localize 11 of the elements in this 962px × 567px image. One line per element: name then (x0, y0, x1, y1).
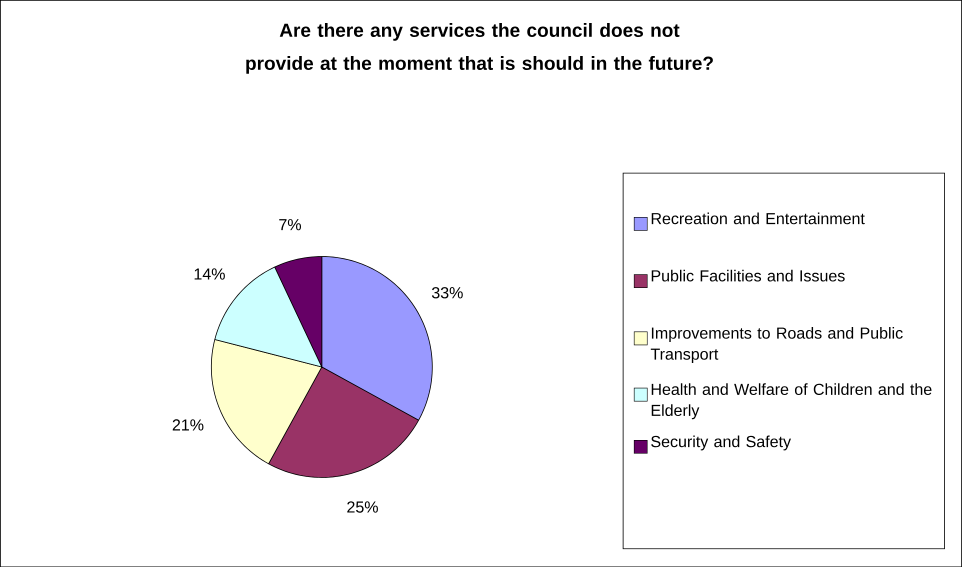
legend-label: Health and Welfare of Children and the Elderly (652, 383, 932, 420)
legend-label: Recreation and Entertainment (652, 212, 865, 224)
data-label: 7% (279, 218, 302, 230)
data-label: 21% (172, 419, 204, 430)
legend-label: Security and Safety (651, 435, 791, 450)
data-label: 25% (347, 501, 378, 513)
data-label: 33% (432, 286, 463, 298)
legend-label: Public Facilities and Issues (652, 270, 845, 282)
legend-label: Improvements to Roads and Public Transport (650, 326, 903, 363)
chart-title: Are there any services the council does not provide at the moment that is should in the future? (246, 22, 713, 74)
data-label: 14% (194, 268, 225, 280)
